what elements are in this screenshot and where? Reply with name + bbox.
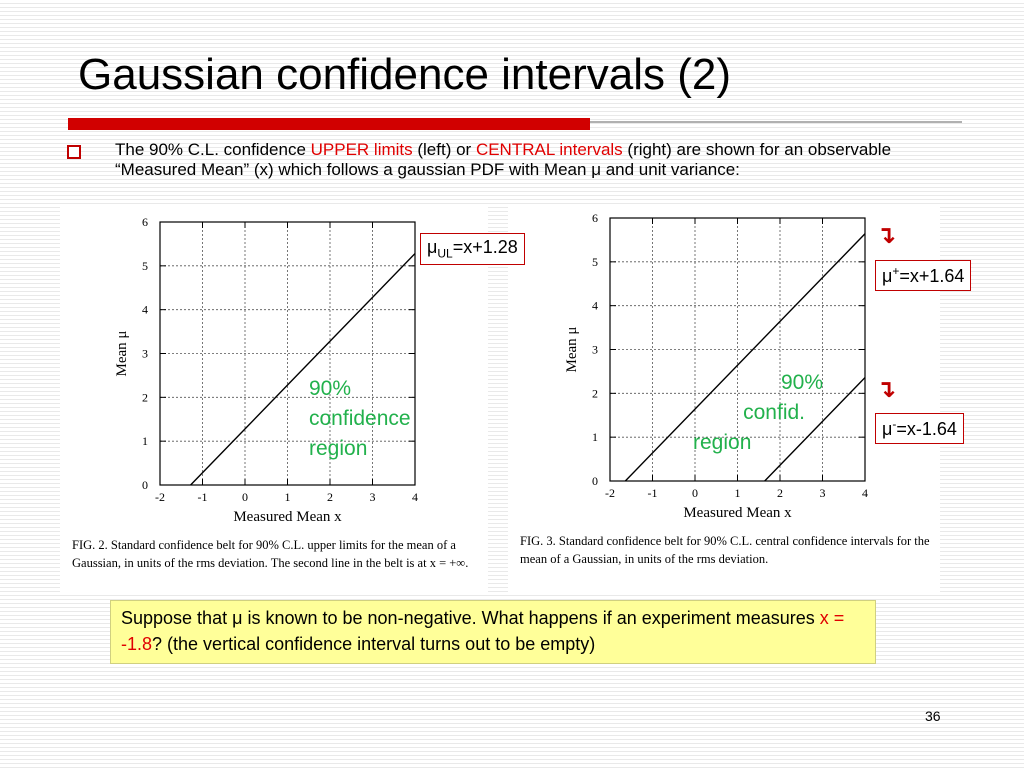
x-tick-label: -1	[198, 490, 208, 504]
eq-ul-mu: μ	[427, 237, 438, 257]
y-tick-label: 0	[142, 478, 148, 492]
x-tick-label: -1	[648, 486, 658, 500]
curved-arrow-icon: ↴	[876, 222, 897, 249]
bullet-square-icon	[67, 145, 81, 159]
y-axis-label: Mean μ	[564, 327, 580, 373]
intro-part4: and unit variance:	[600, 160, 740, 179]
mu-minus-equation: μ-=x-1.64	[875, 413, 964, 444]
region-line: region	[693, 431, 752, 454]
upper-limit-chart: -2 -1 0 1 2 3 4 0 1 2 3 4 5 6 Measured Mean x Mean μ	[114, 215, 418, 525]
eq-plus-rest: =x+1.64	[899, 266, 965, 286]
y-tick-label: 0	[592, 474, 598, 488]
intro-part2: (left) or	[412, 140, 476, 159]
note-part2: is known to be non-negative. What happen…	[242, 608, 820, 628]
x-tick-label: 3	[370, 490, 376, 504]
x-tick-label: -2	[605, 486, 615, 500]
plot-frame	[609, 217, 866, 482]
region-line: region	[309, 437, 368, 460]
upper-limits-text: UPPER limits	[310, 140, 413, 159]
central-intervals-text: CENTRAL intervals	[475, 140, 623, 159]
left-figure-caption: FIG. 2. Standard confidence belt for 90%…	[72, 538, 469, 570]
x-tick-label: -2	[155, 490, 165, 504]
eq-ul-subscript: UL	[437, 246, 453, 261]
x-tick-label: 4	[412, 490, 418, 504]
y-tick-label: 3	[592, 343, 598, 357]
y-tick-label: 1	[592, 430, 598, 444]
right-figure-panel	[508, 207, 940, 595]
eq-minus-mu: μ	[882, 419, 893, 439]
right-figure-caption: FIG. 3. Standard confidence belt for 90%…	[520, 534, 930, 566]
intro-part3: (right) are shown for an observable “Mea…	[115, 140, 892, 179]
y-axis-label: Mean μ	[114, 331, 130, 377]
curved-arrow-icon: ↴	[876, 376, 897, 403]
x-tick-label: 0	[692, 486, 698, 500]
eq-ul-rest: =x+1.28	[452, 237, 518, 257]
eq-minus-superscript: -	[892, 417, 897, 431]
x-axis-label: Measured Mean x	[233, 509, 342, 525]
plot-frame	[159, 221, 416, 486]
intro-mu-symbol: μ	[591, 160, 601, 179]
y-tick-label: 6	[592, 211, 598, 225]
y-tick-label: 2	[142, 390, 148, 404]
x-axis-label: Measured Mean x	[683, 505, 792, 521]
left-confidence-region-label: 90% confidence region	[309, 374, 411, 464]
x-tick-label: 0	[242, 490, 248, 504]
eq-plus-superscript: +	[892, 264, 900, 278]
mu-plus-equation: μ+=x+1.64	[875, 260, 972, 291]
left-figure-panel	[60, 207, 488, 595]
x-tick-label: 1	[285, 490, 291, 504]
x-tick-label: 3	[820, 486, 826, 500]
intro-text: The 90% C.L. confidence UPPER limits (le…	[115, 140, 955, 180]
note-x-value: x = -1.8	[121, 608, 845, 654]
note-mu-symbol: μ	[232, 608, 243, 628]
x-tick-label: 4	[862, 486, 868, 500]
y-tick-label: 6	[142, 215, 148, 229]
belt-line-left-0	[190, 253, 416, 486]
region-line: confidence	[309, 407, 411, 430]
page-number: 36	[925, 708, 941, 724]
region-line: confid.	[743, 401, 805, 424]
x-tick-label: 2	[327, 490, 333, 504]
region-line: 90%	[309, 377, 352, 400]
question-note-box: Suppose that μ is known to be non-negati…	[110, 600, 876, 664]
y-tick-label: 4	[142, 303, 148, 317]
region-line: 90%	[780, 371, 823, 394]
y-tick-label: 1	[142, 434, 148, 448]
y-tick-label: 4	[592, 299, 598, 313]
note-part3: ? (the vertical confidence interval turn…	[152, 634, 596, 654]
y-tick-label: 3	[142, 347, 148, 361]
belt-line-right-1	[764, 377, 866, 482]
y-tick-label: 5	[142, 259, 148, 273]
y-tick-label: 2	[592, 386, 598, 400]
title-underline-gray	[590, 121, 962, 123]
central-interval-chart: -2 -1 0 1 2 3 4 0 1 2 3 4 5 6 Measured Mean x Mean μ	[564, 211, 868, 521]
x-tick-label: 1	[735, 486, 741, 500]
title-underline-red	[68, 118, 590, 130]
intro-part1: The 90% C.L. confidence	[115, 140, 311, 159]
right-confidence-region-label: 90% confid. region	[693, 368, 823, 458]
eq-minus-rest: =x-1.64	[896, 419, 957, 439]
y-tick-label: 5	[592, 255, 598, 269]
x-tick-label: 2	[777, 486, 783, 500]
belt-line-right-0	[624, 233, 866, 482]
eq-plus-mu: μ	[882, 266, 893, 286]
slide-title: Gaussian confidence intervals (2)	[78, 50, 731, 99]
upper-limit-equation: μUL=x+1.28	[420, 233, 525, 265]
note-part1: Suppose that	[121, 608, 233, 628]
